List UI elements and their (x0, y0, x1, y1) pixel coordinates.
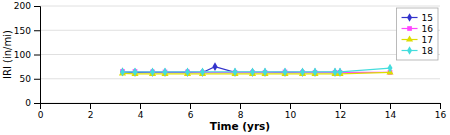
x-tick-label: 2 (88, 110, 94, 120)
x-axis-title: Time (yrs) (210, 120, 270, 132)
y-tick: 0 (25, 98, 40, 108)
x-tick-label: 0 (38, 110, 44, 120)
x-tick-mark (190, 103, 191, 109)
series-point (332, 68, 337, 77)
x-tick: 12 (335, 103, 346, 120)
series-point (387, 64, 392, 73)
y-tick-mark (34, 6, 40, 7)
x-tick-label: 10 (285, 110, 297, 120)
legend-item: 15 (402, 13, 433, 23)
legend: 15161718 (397, 8, 438, 60)
x-tick-mark (390, 103, 391, 109)
x-tick: 0 (38, 103, 44, 120)
series-point (337, 68, 342, 77)
series-point (120, 68, 125, 77)
x-tick-label: 4 (138, 110, 144, 120)
y-tick: 150 (14, 26, 40, 36)
y-tick: 50 (20, 74, 40, 84)
grid-line (40, 78, 440, 79)
y-tick-label: 150 (14, 26, 31, 36)
chart: 0 2 4 6 8 10 12 14 16 0 50 100 150 200 Time (yrs) IRI (… (0, 0, 450, 135)
legend-label: 15 (422, 13, 433, 23)
x-axis-line (41, 104, 441, 110)
legend-label: 16 (422, 24, 434, 34)
series-point (282, 68, 287, 77)
x-tick: 14 (385, 103, 397, 120)
legend-label: 18 (422, 46, 434, 56)
legend-item: 17 (402, 35, 433, 45)
series-point (232, 68, 237, 77)
x-tick-mark (140, 103, 141, 109)
x-tick: 2 (88, 103, 94, 120)
series-point (132, 68, 137, 77)
x-tick-mark (240, 103, 241, 109)
marks (119, 62, 394, 77)
x-tick-mark (340, 103, 341, 109)
series-point (200, 68, 205, 77)
series-line (123, 68, 391, 72)
y-tick-mark (34, 79, 40, 80)
x-axis: 0 2 4 6 8 10 12 14 16 (38, 103, 447, 120)
x-tick-mark (290, 103, 291, 109)
x-tick: 4 (138, 103, 144, 120)
series-point (162, 68, 167, 77)
y-tick-mark (34, 103, 40, 104)
x-tick: 8 (238, 103, 244, 120)
y-axis: 0 50 100 150 200 (14, 1, 41, 108)
series-line (123, 72, 391, 73)
series-point (312, 68, 317, 77)
y-tick-label: 200 (14, 1, 31, 11)
legend-marker (407, 26, 412, 31)
series-point (300, 68, 305, 77)
x-tick-mark (440, 103, 441, 109)
x-tick: 10 (285, 103, 297, 120)
legend-label: 17 (422, 35, 433, 45)
grid-line (40, 6, 440, 7)
legend-item: 16 (402, 24, 434, 34)
y-tick-label: 100 (14, 50, 31, 60)
legend-item: 18 (402, 46, 434, 56)
series-point (212, 62, 217, 71)
y-tick-mark (34, 30, 40, 31)
legend-marker (407, 46, 412, 55)
grid-line (40, 54, 440, 55)
x-tick-label: 6 (188, 110, 194, 120)
series-point (150, 68, 155, 77)
x-tick-label: 16 (435, 110, 447, 120)
y-axis-title: IRI (in/mi) (2, 30, 13, 79)
y-tick: 100 (14, 50, 40, 60)
x-tick-label: 14 (385, 110, 397, 120)
legend-marker (407, 13, 412, 22)
y-axis-line (34, 7, 41, 104)
x-tick: 16 (435, 103, 447, 120)
y-tick-label: 50 (20, 74, 32, 84)
y-tick-mark (34, 55, 40, 56)
grid-line (40, 30, 440, 31)
y-tick-label: 0 (25, 98, 31, 108)
x-tick: 6 (188, 103, 194, 120)
x-tick-mark (90, 103, 91, 109)
x-tick-label: 12 (335, 110, 346, 120)
y-tick: 200 (14, 1, 40, 11)
legend-box (397, 8, 438, 60)
plot: 0 2 4 6 8 10 12 14 16 0 50 100 150 200 Time (yrs) IRI (… (2, 1, 446, 132)
series-point (185, 68, 190, 77)
series-point (250, 68, 255, 77)
legend-marker (406, 35, 413, 41)
series-point (262, 68, 267, 77)
grid (40, 6, 440, 103)
x-tick-label: 8 (238, 110, 244, 120)
